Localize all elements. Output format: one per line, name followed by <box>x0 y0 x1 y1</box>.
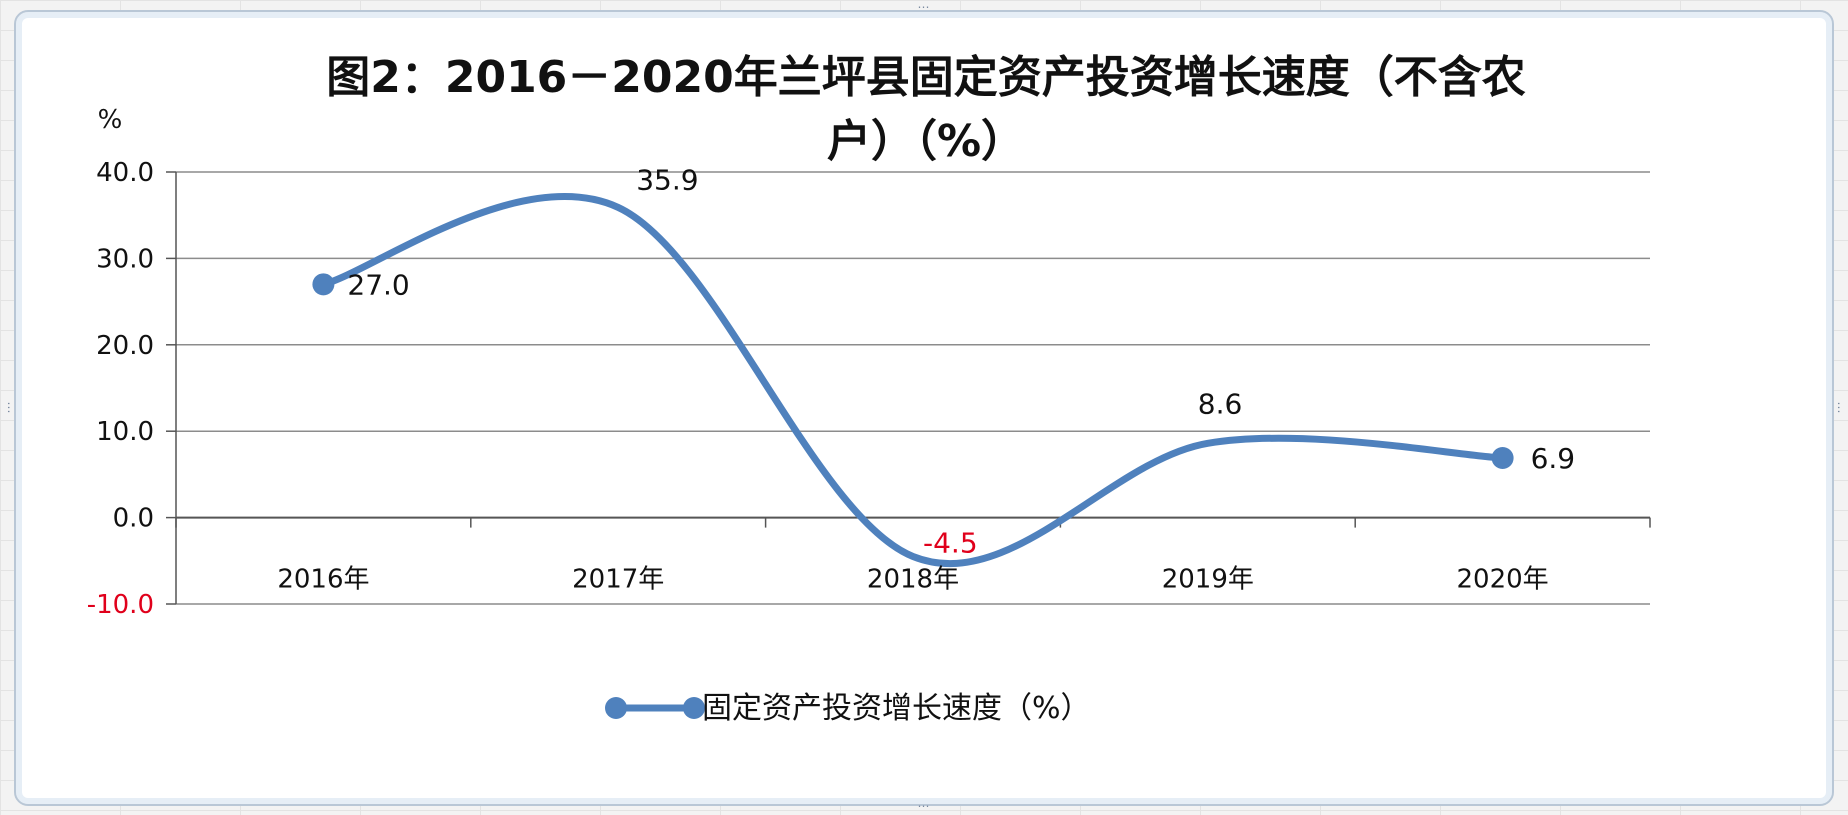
legend-marker <box>683 697 705 719</box>
data-label: 27.0 <box>347 268 409 301</box>
y-tick-label: 0.0 <box>113 504 154 534</box>
data-label: 8.6 <box>1198 387 1243 420</box>
y-tick-label: -10.0 <box>87 590 154 620</box>
data-label: 35.9 <box>636 163 698 196</box>
data-point-marker <box>312 273 335 296</box>
legend-marker <box>605 697 627 719</box>
resize-handle-right[interactable]: ⋯ <box>1832 401 1846 414</box>
data-label: 6.9 <box>1531 442 1576 475</box>
x-tick-label: 2017年 <box>572 565 664 595</box>
x-tick-label: 2018年 <box>867 565 959 595</box>
chart-frame[interactable] <box>14 10 1834 806</box>
series-line <box>319 193 1507 567</box>
chart-title-line-1: 图2：2016－2020年兰坪县固定资产投资增长速度（不含农 <box>326 52 1526 103</box>
x-tick-label: 2020年 <box>1457 565 1549 595</box>
y-axis-unit-label: % <box>98 105 123 135</box>
y-tick-label: 30.0 <box>96 244 154 274</box>
x-tick-label: 2019年 <box>1162 565 1254 595</box>
data-label: -4.5 <box>923 526 978 559</box>
data-point-marker <box>1491 446 1514 469</box>
legend-label: 固定资产投资增长速度（%） <box>702 691 1091 726</box>
resize-handle-bottom[interactable]: ⋯ <box>917 799 931 813</box>
y-tick-label: 40.0 <box>96 158 154 188</box>
y-tick-label: 20.0 <box>96 331 154 361</box>
resize-handle-left[interactable]: ⋯ <box>2 401 16 414</box>
x-tick-label: 2016年 <box>277 565 369 595</box>
resize-handle-top[interactable]: ⋯ <box>917 0 931 14</box>
chart-title-line-2: 户）（%） <box>827 116 1025 167</box>
y-tick-label: 10.0 <box>96 417 154 447</box>
